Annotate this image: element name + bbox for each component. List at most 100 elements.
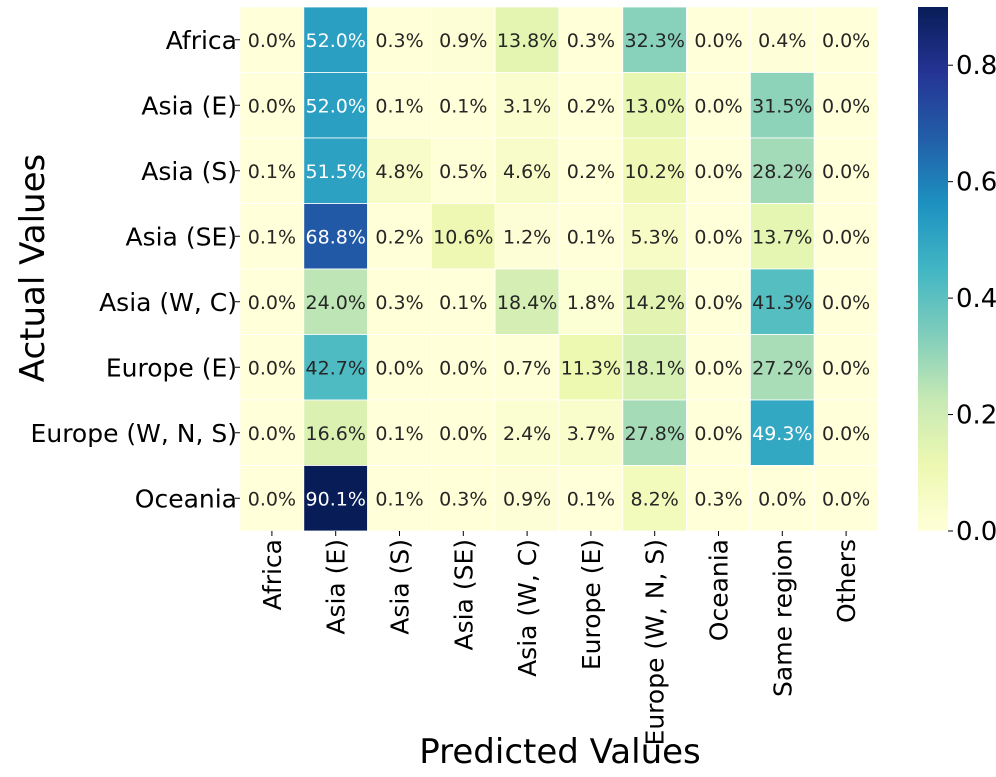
heatmap-cell-africa-europe-e: [558, 6, 624, 73]
x-tick-label-europe-e: Europe (E): [577, 539, 606, 670]
cell-label: 0.3%: [375, 30, 423, 52]
heatmap-cell-asia-se-others: [813, 203, 879, 270]
x-tick-label-same-region: Same region: [768, 539, 797, 697]
cell-label: 0.7%: [503, 357, 551, 379]
cell-label: 10.2%: [625, 161, 685, 183]
x-axis-title: Predicted Values: [419, 732, 701, 772]
x-tick-label-asia-se: Asia (SE): [449, 539, 478, 651]
heatmap-cell-oceania-same-region: [750, 465, 815, 532]
cell-label: 0.3%: [375, 292, 423, 314]
cell-label: 0.2%: [567, 95, 615, 117]
heatmap-cell-asia-se-same-region: [750, 203, 815, 270]
cell-label: 24.0%: [306, 292, 366, 314]
heatmap-cell-europe-w-n-s-europe-e: [558, 399, 624, 466]
cell-label: 49.3%: [752, 423, 812, 445]
heatmap-cell-asia-s-asia-e: [303, 137, 368, 204]
x-tick-label-others: Others: [832, 539, 861, 623]
heatmap-cell-europe-e-asia-s: [367, 334, 432, 401]
cell-label: 0.1%: [248, 161, 296, 183]
cell-label: 3.7%: [567, 423, 615, 445]
cell-label: 5.3%: [631, 226, 679, 248]
heatmap-cell-europe-e-asia-w-c: [494, 334, 560, 401]
heatmap-cell-asia-se-europe-w-n-s: [622, 203, 687, 270]
y-tick-label-africa: Africa: [166, 26, 237, 55]
cell-label: 0.0%: [822, 226, 870, 248]
y-tick-label-europe-e: Europe (E): [106, 353, 237, 382]
colorbar-tick-label: 0.4: [956, 284, 996, 314]
cell-label: 68.8%: [306, 226, 366, 248]
cell-label: 10.6%: [433, 226, 493, 248]
y-tick-label-europe-w-n-s: Europe (W, N, S): [31, 419, 237, 448]
cell-label: 0.0%: [439, 357, 487, 379]
cell-label: 0.0%: [822, 423, 870, 445]
cell-label: 0.0%: [694, 161, 742, 183]
heatmap-cell-asia-e-others: [813, 72, 879, 139]
cell-label: 0.4%: [758, 30, 806, 52]
heatmap-cell-oceania-europe-e: [558, 465, 624, 532]
heatmap-cell-asia-s-oceania: [686, 137, 751, 204]
cell-label: 13.0%: [625, 95, 685, 117]
cell-label: 2.4%: [503, 423, 551, 445]
heatmap-cell-africa-africa: [239, 6, 305, 73]
heatmap-cell-asia-e-europe-e: [558, 72, 624, 139]
cell-label: 0.1%: [439, 292, 487, 314]
heatmap-cell-europe-w-n-s-europe-w-n-s: [622, 399, 687, 466]
cell-label: 0.0%: [248, 292, 296, 314]
heatmap-cell-asia-s-asia-s: [367, 137, 432, 204]
heatmap-cell-asia-e-europe-w-n-s: [622, 72, 687, 139]
colorbar-tick-label: 0.6: [956, 168, 996, 198]
cell-label: 52.0%: [306, 30, 366, 52]
cell-label: 0.0%: [822, 161, 870, 183]
x-tick-label-asia-w-c: Asia (W, C): [513, 539, 542, 677]
cell-label: 0.3%: [439, 488, 487, 510]
cell-label: 0.0%: [248, 357, 296, 379]
heatmap-cell-europe-e-europe-e: [558, 334, 624, 401]
heatmap-cell-asia-s-others: [813, 137, 879, 204]
heatmap-cell-asia-e-asia-e: [303, 72, 368, 139]
heatmap-cell-oceania-asia-se: [430, 465, 496, 532]
cell-label: 4.8%: [375, 161, 423, 183]
cell-label: 13.7%: [752, 226, 812, 248]
y-axis: Africa Asia (E) Asia (S) Asia (SE) Asia (W, …: [31, 26, 240, 513]
cell-label: 32.3%: [625, 30, 685, 52]
heatmap-cell-asia-s-europe-w-n-s: [622, 137, 687, 204]
heatmap-cell-asia-se-asia-w-c: [494, 203, 560, 270]
cell-label: 0.3%: [567, 30, 615, 52]
heatmap-cell-asia-se-africa: [239, 203, 305, 270]
colorbar: 0.0 0.2 0.4 0.6 0.8: [918, 7, 996, 547]
y-tick-label-asia-s: Asia (S): [141, 157, 237, 186]
x-axis: Africa Asia (E) Asia (S) Asia (SE) Asia (W, …: [258, 531, 861, 745]
cell-label: 0.1%: [567, 488, 615, 510]
cell-label: 0.0%: [694, 357, 742, 379]
colorbar-tick-label: 0.0: [956, 517, 996, 547]
cell-label: 52.0%: [306, 95, 366, 117]
heatmap-cell-oceania-europe-w-n-s: [622, 465, 687, 532]
cell-label: 0.2%: [375, 226, 423, 248]
heatmap-cell-asia-e-oceania: [686, 72, 751, 139]
cell-label: 0.0%: [439, 423, 487, 445]
heatmap-cell-asia-se-oceania: [686, 203, 751, 270]
heatmap-cell-europe-w-n-s-africa: [239, 399, 305, 466]
cell-label: 16.6%: [306, 423, 366, 445]
cell-label: 0.0%: [248, 30, 296, 52]
cell-label: 0.0%: [822, 95, 870, 117]
heatmap-cell-europe-w-n-s-oceania: [686, 399, 751, 466]
cell-label: 0.0%: [758, 488, 806, 510]
heatmap-cell-europe-w-n-s-asia-se: [430, 399, 496, 466]
heatmap-cell-europe-w-n-s-same-region: [750, 399, 815, 466]
cell-label: 11.3%: [561, 357, 621, 379]
cell-label: 0.0%: [694, 423, 742, 445]
colorbar-tick-label: 0.2: [956, 401, 996, 431]
cell-label: 0.0%: [248, 488, 296, 510]
heatmap-cell-asia-w-c-europe-w-n-s: [622, 268, 687, 335]
cell-label: 27.8%: [625, 423, 685, 445]
cell-label: 51.5%: [306, 161, 366, 183]
cell-label: 0.0%: [694, 292, 742, 314]
cell-label: 0.9%: [439, 30, 487, 52]
heatmap-cell-oceania-others: [813, 465, 879, 532]
heatmap-cell-africa-asia-se: [430, 6, 496, 73]
cell-label: 13.8%: [497, 30, 557, 52]
y-tick-label-asia-e: Asia (E): [141, 91, 237, 120]
cell-label: 8.2%: [631, 488, 679, 510]
